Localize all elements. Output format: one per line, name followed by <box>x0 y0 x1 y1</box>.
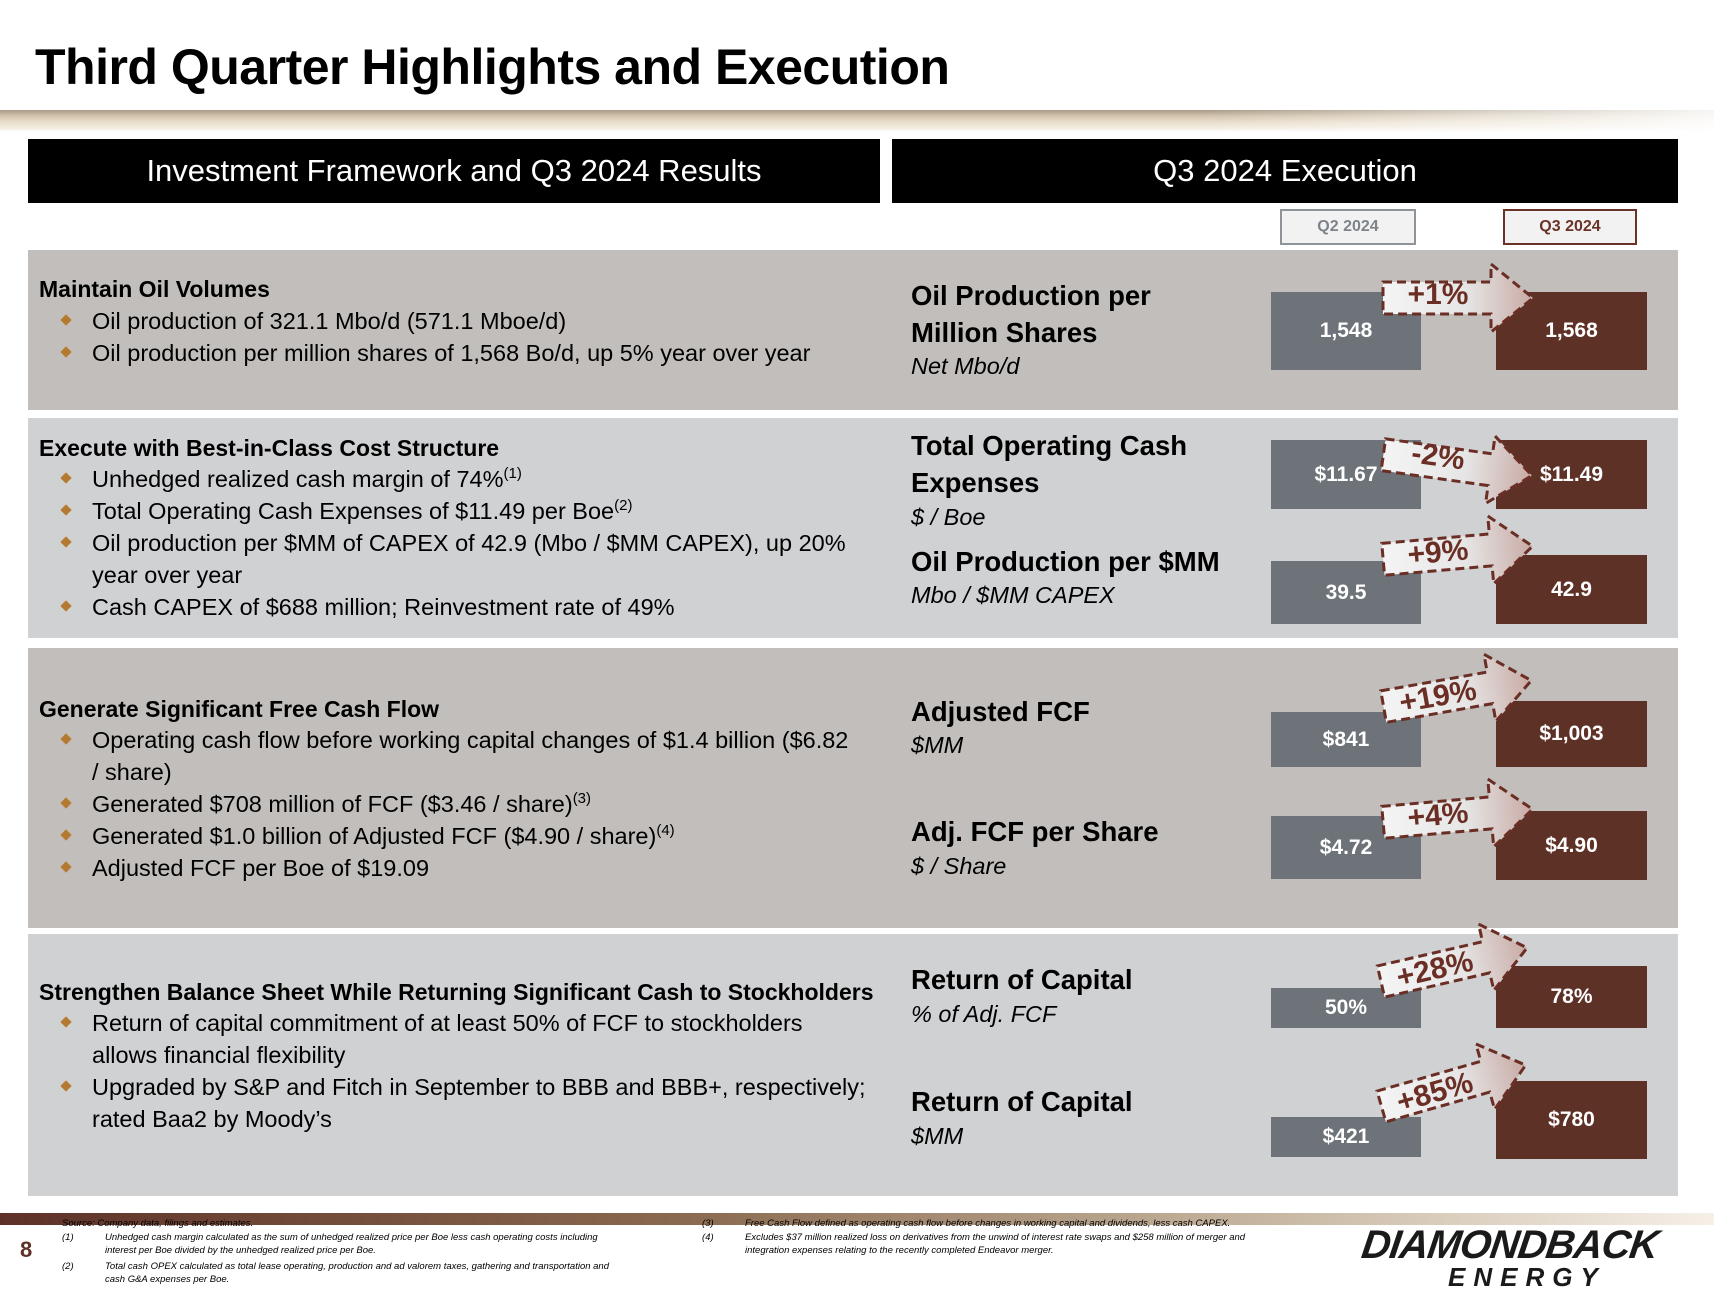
bullet-text: Return of capital commitment of at least… <box>92 1010 803 1036</box>
bullet-text-continued: allows financial flexibility <box>92 1042 346 1068</box>
q3-value-bar: $4.90 <box>1496 811 1647 880</box>
title-underline <box>0 110 1714 132</box>
footnote-text: cash G&A expenses per Boe. <box>105 1274 230 1285</box>
footnote-text: Excludes $37 million realized loss on de… <box>745 1232 1246 1243</box>
footnote-number: (4) <box>702 1232 714 1243</box>
metric-label: Adj. FCF per Share <box>911 816 1159 847</box>
q3-value-bar: $780 <box>1496 1081 1647 1159</box>
change-arrow-icon <box>1375 921 1530 999</box>
section-title: Maintain Oil Volumes <box>39 276 270 302</box>
q2-value-bar: $4.72 <box>1271 816 1421 879</box>
metric-label: Return of Capital <box>911 964 1133 995</box>
metric-unit: $MM <box>911 1123 964 1149</box>
page-title: Third Quarter Highlights and Execution <box>35 39 950 95</box>
q2-value-bar: 1,548 <box>1271 292 1421 370</box>
footnote-text: interest per Boe divided by the unhedged… <box>105 1245 376 1256</box>
bullet-text: Total Operating Cash Expenses of $11.49 … <box>92 497 633 524</box>
metric-label: Oil Production per <box>911 280 1151 311</box>
metric-unit: $ / Boe <box>911 504 986 530</box>
q2-value-bar: 50% <box>1271 988 1421 1028</box>
footnote-text: Unhedged cash margin calculated as the s… <box>105 1232 598 1243</box>
q2-period-tag: Q2 2024 <box>1280 209 1416 245</box>
metric-unit: $ / Share <box>911 853 1007 879</box>
metric-unit: $MM <box>911 732 964 758</box>
metric-label: Oil Production per $MM <box>911 546 1220 577</box>
page-number: 8 <box>20 1237 33 1262</box>
bullet-text: Upgraded by S&P and Fitch in September t… <box>92 1074 866 1100</box>
percent-change-label: +1% <box>1407 278 1469 311</box>
footnote-source: Source: Company data, filings and estima… <box>62 1218 254 1229</box>
bullet-text: Operating cash flow before working capit… <box>92 727 849 753</box>
bullet-text: Cash CAPEX of $688 million; Reinvestment… <box>92 594 675 620</box>
metric-label: Return of Capital <box>911 1086 1133 1117</box>
q3-value-bar: $1,003 <box>1496 701 1647 767</box>
footnote-ref: (4) <box>656 822 675 840</box>
footnote-number: (2) <box>62 1261 74 1272</box>
footnote-text: integration expenses relating to the rec… <box>745 1245 1054 1256</box>
right-column-header: Q3 2024 Execution <box>892 139 1678 203</box>
metric-unit: % of Adj. FCF <box>911 1001 1057 1027</box>
bullet-text-continued: rated Baa2 by Moody’s <box>92 1106 332 1132</box>
footnote-ref: (2) <box>614 497 633 515</box>
metric-unit: Mbo / $MM CAPEX <box>911 582 1115 608</box>
metric-label: Adjusted FCF <box>911 696 1090 727</box>
q2-value-bar: $421 <box>1271 1117 1421 1157</box>
bullet-text: Oil production per million shares of 1,5… <box>92 340 811 366</box>
footnote-number: (1) <box>62 1232 74 1243</box>
metric-label: Expenses <box>911 467 1040 498</box>
metric-unit: Net Mbo/d <box>911 353 1020 379</box>
bullet-text: Adjusted FCF per Boe of $19.09 <box>92 855 430 881</box>
bullet-text: Oil production per $MM of CAPEX of 42.9 … <box>92 530 846 556</box>
bullet-text-continued: year over year <box>92 562 243 588</box>
q3-value-bar: $11.49 <box>1496 440 1647 509</box>
footer-divider <box>0 1213 1714 1225</box>
change-arrow-icon <box>1381 260 1536 336</box>
bullet-text: Oil production of 321.1 Mbo/d (571.1 Mbo… <box>92 308 567 334</box>
change-arrow-icon <box>1379 432 1535 507</box>
bullet-text: Generated $1.0 billion of Adjusted FCF (… <box>92 822 675 849</box>
section-title: Strengthen Balance Sheet While Returning… <box>39 979 874 1005</box>
section-title: Execute with Best-in-Class Cost Structur… <box>39 435 500 461</box>
change-arrow-icon <box>1380 776 1535 851</box>
footnote-text: Total cash OPEX calculated as total leas… <box>105 1261 609 1272</box>
metric-label: Total Operating Cash <box>911 430 1188 461</box>
footnote-ref: (1) <box>503 465 522 483</box>
section-title: Generate Significant Free Cash Flow <box>39 696 440 722</box>
footnote-ref: (3) <box>572 790 592 808</box>
bullet-text: Generated $708 million of FCF ($3.46 / s… <box>92 790 592 817</box>
footnote-text: Free Cash Flow defined as operating cash… <box>745 1218 1231 1229</box>
change-arrow-icon <box>1375 1041 1528 1124</box>
metric-label: Million Shares <box>911 317 1098 348</box>
left-column-header: Investment Framework and Q3 2024 Results <box>28 139 880 203</box>
q3-period-tag: Q3 2024 <box>1503 209 1637 245</box>
bullet-text-continued: / share) <box>92 759 172 785</box>
footnote-number: (3) <box>702 1218 714 1229</box>
q3-value-bar: 42.9 <box>1496 555 1647 624</box>
change-arrow-icon <box>1380 513 1535 588</box>
q3-value-bar: 78% <box>1496 966 1647 1028</box>
bullet-text: Unhedged realized cash margin of 74%(1) <box>92 465 522 492</box>
change-arrow-icon <box>1379 651 1534 725</box>
company-logo-subtitle: ENERGY <box>1448 1262 1606 1292</box>
